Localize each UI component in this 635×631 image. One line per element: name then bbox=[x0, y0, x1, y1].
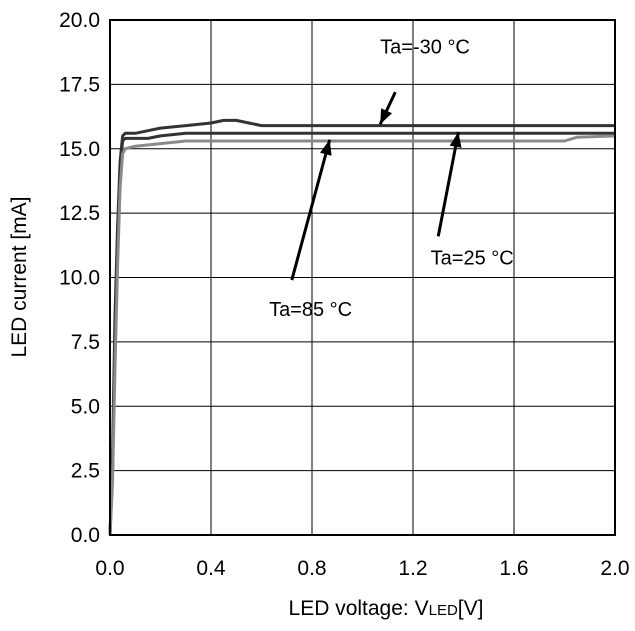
series-layer bbox=[108, 118, 616, 536]
y-tick-label: 7.5 bbox=[71, 331, 100, 354]
y-tick-label: 2.5 bbox=[71, 460, 100, 483]
y-tick-label: 15.0 bbox=[59, 138, 100, 161]
y-tick-labels: 0.0 2.5 5.0 7.5 10.0 12.5 15.0 17.5 20.0 bbox=[59, 9, 100, 547]
x-tick-label: 1.2 bbox=[398, 557, 427, 580]
annotation-label: Ta=85 °C bbox=[269, 299, 352, 321]
annotation-arrow-head bbox=[320, 139, 332, 156]
y-tick-label: 0.0 bbox=[71, 524, 100, 547]
annotation-arrow-line bbox=[290, 139, 332, 281]
x-axis-label: LED voltage: VLED[V] bbox=[289, 597, 484, 620]
annotation-arrow-line bbox=[436, 131, 460, 237]
y-axis-label: LED current [mA] bbox=[8, 196, 31, 357]
y-tick-label: 10.0 bbox=[59, 267, 100, 290]
annotation-label: Ta=-30 °C bbox=[380, 36, 470, 58]
x-tick-label: 2.0 bbox=[600, 557, 629, 580]
x-tick-labels: 0.0 0.4 0.8 1.2 1.6 2.0 bbox=[95, 557, 629, 580]
x-tick-label: 1.6 bbox=[499, 557, 528, 580]
annotation-arrow-head bbox=[380, 108, 392, 125]
plot-frame bbox=[109, 19, 616, 536]
series-line bbox=[108, 118, 615, 536]
annotation-label: Ta=25 °C bbox=[431, 248, 514, 270]
x-tick-label: 0.8 bbox=[297, 557, 326, 580]
annotations-layer: Ta=-30 °C Ta=25 °C Ta=85 °C bbox=[269, 36, 514, 321]
y-tick-label: 5.0 bbox=[71, 395, 100, 418]
x-tick-label: 0.0 bbox=[95, 557, 124, 580]
y-tick-label: 20.0 bbox=[59, 9, 100, 32]
x-tick-label: 0.4 bbox=[196, 557, 226, 580]
series-line bbox=[108, 134, 616, 536]
grid bbox=[110, 20, 615, 535]
y-tick-label: 17.5 bbox=[59, 73, 100, 96]
y-tick-label: 12.5 bbox=[59, 202, 100, 225]
series-line bbox=[108, 131, 615, 536]
annotation-arrow-head bbox=[449, 132, 462, 148]
